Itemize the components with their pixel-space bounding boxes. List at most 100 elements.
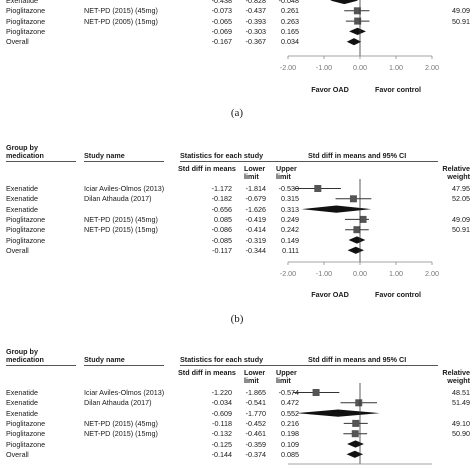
row-lower: -0.367: [245, 37, 266, 47]
header-rule: [180, 161, 300, 162]
row-group: Pioglitazone: [6, 225, 46, 235]
x-tick-label: 1.00: [389, 63, 403, 72]
study-marker: [353, 226, 361, 234]
row-lower: -0.303: [245, 26, 266, 36]
row-group: Exenatide: [6, 0, 38, 5]
header-rule: [6, 161, 76, 162]
x-tick-label: 0.00: [353, 63, 367, 72]
study-marker: [349, 195, 357, 203]
study-marker: [352, 419, 360, 427]
row-group: Pioglitazone: [6, 418, 46, 428]
row-upper: 0.242: [281, 225, 299, 235]
row-lower: -1.626: [245, 204, 266, 214]
x-tick-label: 0.00: [353, 269, 367, 278]
row-lower: -1.770: [245, 408, 266, 418]
row-lower: -0.452: [245, 418, 266, 428]
header-stats: Statistics for each study: [180, 151, 264, 160]
row-study: NET-PD (2015) (45mg): [84, 418, 158, 428]
row-weight: 50.90: [452, 429, 470, 439]
panel-label: (a): [230, 107, 244, 119]
header-smd: Std diff in means: [178, 368, 236, 377]
panel-label: (b): [230, 313, 244, 325]
row-lower: -0.414: [245, 225, 266, 235]
row-smd: -0.132: [211, 429, 232, 439]
row-smd: -0.073: [211, 6, 232, 16]
row-lower: -0.344: [245, 245, 266, 255]
header-upper: Upper limit: [276, 164, 297, 182]
x-tick-label: -2.00: [279, 269, 297, 278]
row-group: Exenatide: [6, 194, 38, 204]
row-smd: -0.065: [211, 16, 232, 26]
header-rule: [84, 365, 164, 366]
x-tick-label: 2.00: [425, 269, 439, 278]
row-smd: -0.125: [211, 439, 232, 449]
row-weight: 50.91: [452, 16, 470, 26]
row-group: Exenatide: [6, 398, 38, 408]
row-lower: -0.359: [245, 439, 266, 449]
row-smd: -0.438: [211, 0, 232, 5]
row-weight: 49.10: [452, 418, 470, 428]
row-upper: -0.048: [278, 0, 299, 5]
row-study: NET-PD (2005) (15mg): [84, 16, 158, 26]
header-stats: Statistics for each study: [180, 355, 264, 364]
row-study: Iciar Aviles-Olmos (2013): [84, 388, 165, 397]
study-marker: [351, 430, 359, 438]
row-lower: -0.437: [245, 6, 266, 16]
summary-diamond: [347, 440, 364, 448]
row-group: Pioglitazone: [6, 6, 46, 16]
row-weight: 49.09: [452, 6, 470, 16]
row-group: Overall: [6, 245, 29, 255]
row-upper: 0.552: [281, 408, 299, 418]
row-weight: 49.09: [452, 214, 470, 224]
study-marker: [354, 17, 362, 25]
row-lower: -0.679: [245, 194, 266, 204]
row-lower: -0.419: [245, 214, 266, 224]
row-group: Exenatide: [6, 184, 38, 193]
header-rule: [300, 365, 438, 366]
summary-diamond: [296, 409, 380, 417]
row-smd: -0.085: [211, 235, 232, 245]
x-tick-label: 1.00: [389, 269, 403, 278]
row-group: Pioglitazone: [6, 429, 46, 439]
header-lower: Lower limit: [244, 368, 266, 386]
header-rule: [180, 365, 300, 366]
study-marker: [355, 399, 363, 407]
study-marker: [353, 7, 361, 15]
row-weight: 48.51: [452, 388, 470, 397]
summary-diamond: [301, 205, 372, 213]
row-upper: 0.034: [281, 37, 299, 47]
row-upper: -0.574: [278, 388, 299, 397]
row-smd: -0.609: [211, 408, 232, 418]
row-upper: 0.472: [281, 398, 299, 408]
row-lower: -0.828: [245, 0, 266, 5]
header-plot: Std diff in means and 95% CI: [308, 355, 407, 364]
row-smd: -0.118: [212, 418, 232, 428]
row-upper: 0.263: [281, 16, 299, 26]
row-smd: -0.182: [211, 194, 232, 204]
header-group: Group by medication: [6, 347, 44, 365]
row-group: Pioglitazone: [6, 26, 46, 36]
row-smd: -1.172: [211, 184, 232, 193]
x-tick-label: -1.00: [315, 63, 333, 72]
header-plot: Std diff in means and 95% CI: [308, 151, 407, 160]
row-lower: -1.865: [245, 388, 266, 397]
row-group: Exenatide: [6, 408, 38, 418]
summary-diamond: [346, 450, 364, 458]
row-smd: -0.069: [211, 26, 232, 36]
row-upper: 0.249: [281, 214, 299, 224]
row-group: Pioglitazone: [6, 214, 46, 224]
row-group: Exenatide: [6, 204, 38, 214]
header-weight: Relative weight: [442, 368, 470, 386]
row-upper: 0.149: [281, 235, 299, 245]
row-lower: -0.374: [245, 449, 266, 459]
header-lower: Lower limit: [244, 164, 266, 182]
row-smd: -0.034: [211, 398, 232, 408]
row-weight: 51.49: [452, 398, 470, 408]
row-lower: -0.393: [245, 16, 266, 26]
summary-diamond: [349, 27, 366, 35]
summary-diamond: [347, 246, 364, 254]
row-lower: -0.461: [245, 429, 266, 439]
header-rule: [84, 161, 164, 162]
row-weight: 52.05: [452, 194, 470, 204]
row-group: Overall: [6, 449, 29, 459]
